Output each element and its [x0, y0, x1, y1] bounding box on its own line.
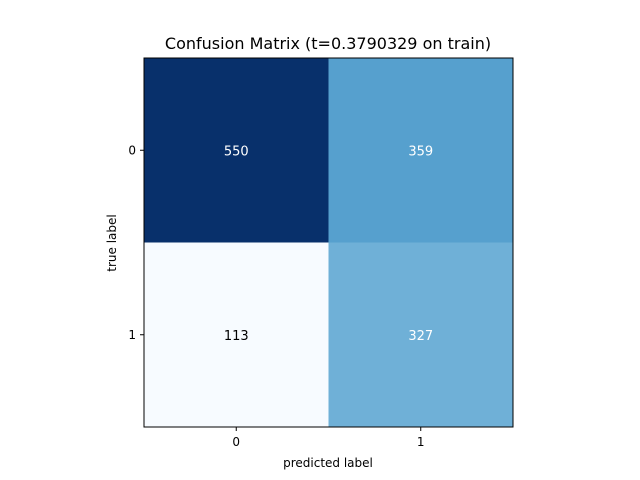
chart-title: Confusion Matrix (t=0.3790329 on train) [165, 34, 491, 53]
heatmap-cell-1-0 [144, 242, 329, 427]
cell-value-1-0: 113 [224, 329, 249, 344]
x-tick-label-0: 0 [232, 435, 240, 449]
cell-value-1-1: 327 [408, 329, 433, 344]
cell-value-0-0: 550 [224, 144, 249, 159]
heatmap-cell-0-1 [328, 58, 513, 243]
y-tick-label-0: 0 [128, 143, 136, 157]
x-tick-label-1: 1 [417, 435, 425, 449]
y-axis-label: true label [105, 214, 119, 271]
x-axis-label: predicted label [283, 456, 373, 470]
cell-value-0-1: 359 [408, 144, 433, 159]
y-tick-label-1: 1 [128, 328, 136, 342]
plot-frame [143, 57, 514, 428]
heatmap-cells: 550 359 113 327 [144, 58, 513, 427]
y-axis-ticks: 01 [128, 143, 144, 342]
heatmap-cell-0-0 [144, 58, 329, 243]
heatmap-cell-1-1 [328, 242, 513, 427]
